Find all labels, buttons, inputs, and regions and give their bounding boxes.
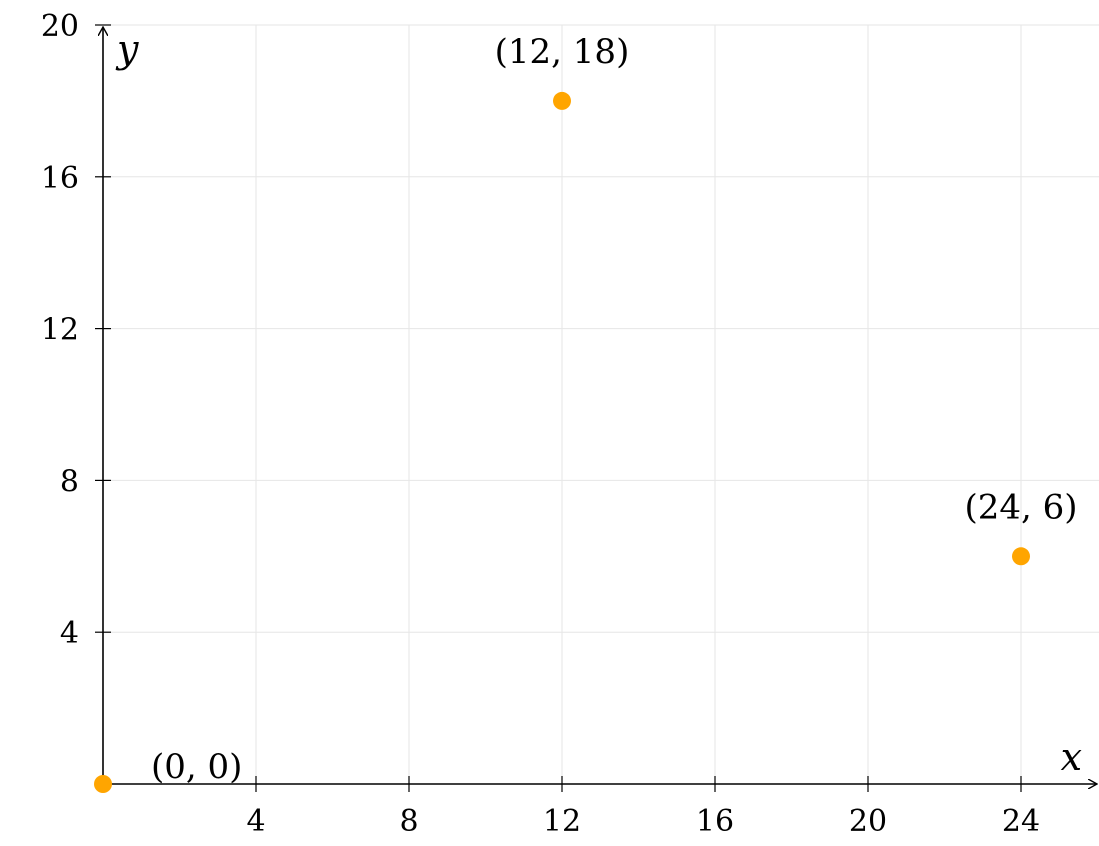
ticks: 4 8 12 16 20 24 4 8 12 16 20 [41,9,1040,839]
x-tick-label: 16 [696,804,734,839]
axes: x y [103,27,1096,784]
data-point [94,775,112,793]
data-points: (0, 0) (12, 18) (24, 6) [94,32,1078,793]
y-tick-label: 4 [60,616,79,651]
data-point [553,91,571,110]
x-tick-label: 8 [399,804,418,839]
x-tick-label: 12 [543,804,581,839]
y-tick-label: 16 [41,161,79,196]
x-tick-label: 24 [1002,804,1040,839]
x-axis-title: x [1061,735,1082,779]
grid [103,24,1099,784]
x-tick-label: 20 [849,804,887,839]
data-point-label: (0, 0) [151,747,242,787]
y-tick-label: 20 [41,9,79,44]
data-point-label: (24, 6) [964,487,1077,527]
x-tick-label: 4 [246,804,265,839]
y-axis-title: y [115,27,139,71]
data-point-label: (12, 18) [495,32,630,72]
data-point [1012,547,1030,566]
y-tick-label: 8 [60,464,79,499]
y-tick-label: 12 [41,313,79,348]
